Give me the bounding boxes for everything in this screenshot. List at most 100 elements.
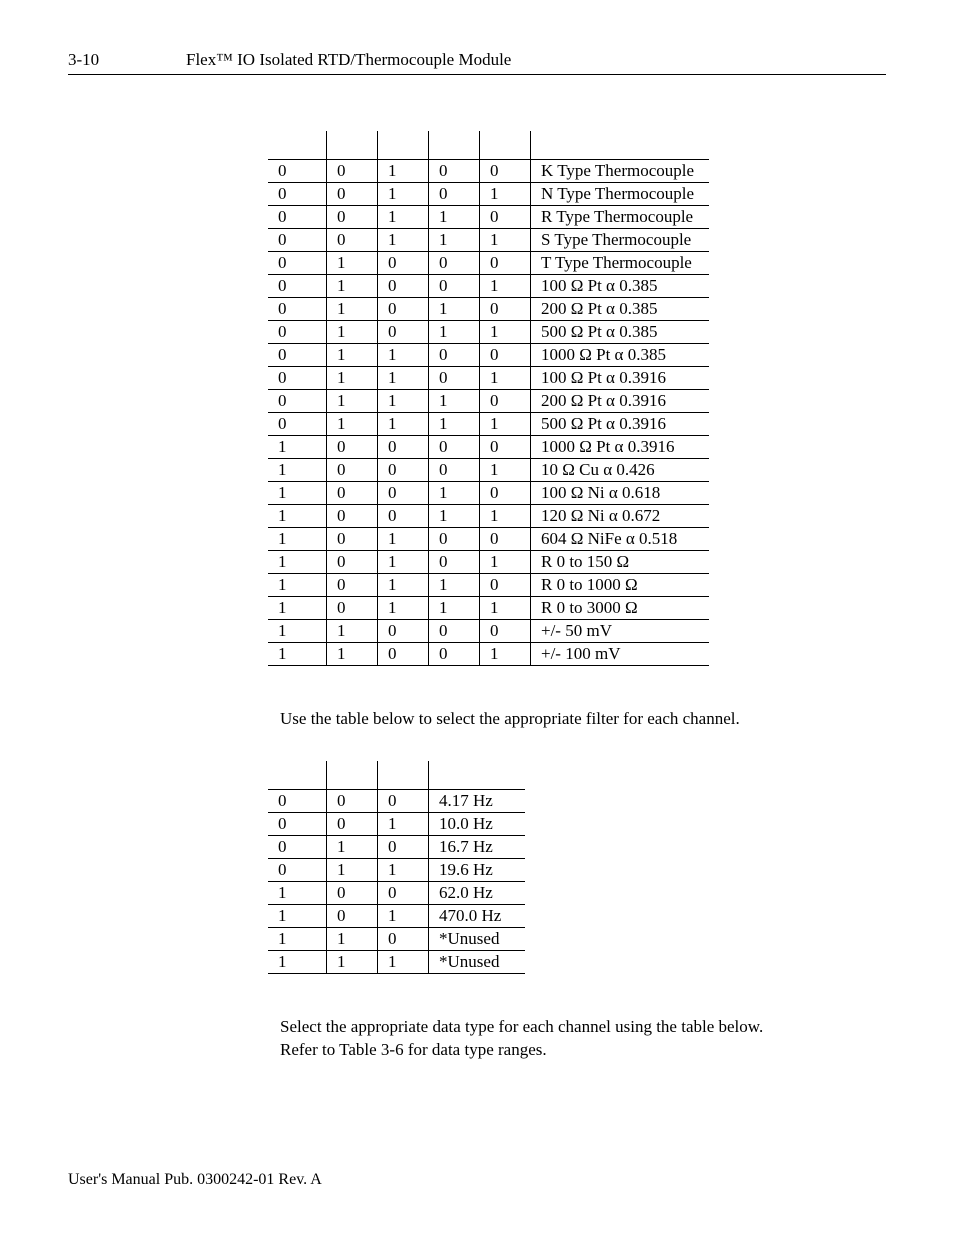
table-cell: 0 [378, 620, 429, 643]
table-cell: 1 [327, 413, 378, 436]
table-cell: 0 [429, 551, 480, 574]
filter-table-header-cell [327, 761, 378, 790]
table-row: 10011120 Ω Ni α 0.672 [268, 505, 709, 528]
table-cell: 1 [480, 183, 531, 206]
table-cell: 1 [378, 390, 429, 413]
table-cell: 1 [268, 643, 327, 666]
table-cell: 0 [429, 275, 480, 298]
table-row: 01010200 Ω Pt α 0.385 [268, 298, 709, 321]
table-cell: R 0 to 150 Ω [531, 551, 710, 574]
table-cell: 0 [268, 789, 327, 812]
table-cell: 0 [268, 298, 327, 321]
table-cell: 0 [327, 528, 378, 551]
table-row: 10110R 0 to 1000 Ω [268, 574, 709, 597]
table-row: 00110R Type Thermocouple [268, 206, 709, 229]
table-cell: 0 [327, 183, 378, 206]
page: 3-10 Flex™ IO Isolated RTD/Thermocouple … [0, 0, 954, 1235]
table-cell: 1 [429, 321, 480, 344]
table-cell: 0 [378, 482, 429, 505]
table-cell: 1 [268, 620, 327, 643]
table-cell: *Unused [429, 950, 526, 973]
table-cell: 0 [327, 160, 378, 183]
table-cell: 0 [429, 436, 480, 459]
table-cell: 0 [327, 206, 378, 229]
table-cell: 1 [327, 275, 378, 298]
table-cell: S Type Thermocouple [531, 229, 710, 252]
table-cell: 1 [378, 551, 429, 574]
filter-table-header-cell [429, 761, 526, 790]
table-cell: 1 [268, 574, 327, 597]
table-row: 111*Unused [268, 950, 525, 973]
table-row: 00110.0 Hz [268, 812, 525, 835]
table-row: 10111R 0 to 3000 Ω [268, 597, 709, 620]
table-cell: 0 [378, 436, 429, 459]
table-cell: 1 [378, 367, 429, 390]
table-cell: +/- 50 mV [531, 620, 710, 643]
table-row: 01016.7 Hz [268, 835, 525, 858]
table-row: 101470.0 Hz [268, 904, 525, 927]
table-cell: 0 [378, 321, 429, 344]
table-cell: 1 [268, 927, 327, 950]
table-cell: 0 [327, 436, 378, 459]
table-cell: 0 [429, 459, 480, 482]
page-number: 3-10 [68, 50, 186, 70]
table-cell: 500 Ω Pt α 0.385 [531, 321, 710, 344]
table-cell: +/- 100 mV [531, 643, 710, 666]
sensor-type-table-header-cell [429, 131, 480, 160]
table-cell: 1 [480, 367, 531, 390]
table-cell: 0 [480, 344, 531, 367]
table-cell: 1 [480, 321, 531, 344]
table-cell: 1 [429, 597, 480, 620]
table-cell: 1 [378, 229, 429, 252]
filter-table-header-cell [378, 761, 429, 790]
table-cell: 0 [327, 881, 378, 904]
table-cell: 0 [480, 252, 531, 275]
table-row: 00100K Type Thermocouple [268, 160, 709, 183]
sensor-type-table-header-row [268, 131, 709, 160]
table-cell: 0 [480, 436, 531, 459]
table-row: 1000110 Ω Cu α 0.426 [268, 459, 709, 482]
table-row: 10100604 Ω NiFe α 0.518 [268, 528, 709, 551]
table-cell: *Unused [429, 927, 526, 950]
table-cell: 1 [480, 551, 531, 574]
table-cell: 500 Ω Pt α 0.3916 [531, 413, 710, 436]
page-title: Flex™ IO Isolated RTD/Thermocouple Modul… [186, 50, 511, 70]
table-cell: 1 [268, 459, 327, 482]
table-cell: 1 [327, 252, 378, 275]
table-cell: 0 [480, 160, 531, 183]
table-cell: 1 [327, 298, 378, 321]
table-cell: 200 Ω Pt α 0.385 [531, 298, 710, 321]
table-row: 00101N Type Thermocouple [268, 183, 709, 206]
sensor-type-table-header-cell [378, 131, 429, 160]
table-row: 01001100 Ω Pt α 0.385 [268, 275, 709, 298]
table-cell: 1 [378, 528, 429, 551]
table-cell: 0 [327, 459, 378, 482]
table-cell: 1 [378, 574, 429, 597]
table-cell: 0 [268, 275, 327, 298]
table-cell: 1000 Ω Pt α 0.3916 [531, 436, 710, 459]
table-row: 01000T Type Thermocouple [268, 252, 709, 275]
table-cell: 1 [429, 574, 480, 597]
table-cell: 10 Ω Cu α 0.426 [531, 459, 710, 482]
table-cell: 1 [480, 459, 531, 482]
table-cell: 1 [327, 927, 378, 950]
table-cell: 1 [327, 390, 378, 413]
table-cell: 1 [378, 904, 429, 927]
table-cell: 1 [378, 950, 429, 973]
table-row: 100001000 Ω Pt α 0.3916 [268, 436, 709, 459]
table-cell: 4.17 Hz [429, 789, 526, 812]
table-cell: R Type Thermocouple [531, 206, 710, 229]
table-cell: 0 [268, 390, 327, 413]
table-cell: 0 [268, 321, 327, 344]
table-cell: 1 [327, 344, 378, 367]
table-cell: 1 [378, 858, 429, 881]
table-cell: 1 [480, 275, 531, 298]
table-cell: 1 [268, 436, 327, 459]
table-cell: 1 [378, 183, 429, 206]
table-cell: 0 [268, 206, 327, 229]
table-cell: 0 [268, 183, 327, 206]
table-row: 0004.17 Hz [268, 789, 525, 812]
table-cell: 0 [327, 551, 378, 574]
table-cell: 0 [327, 505, 378, 528]
table-row: 01101100 Ω Pt α 0.3916 [268, 367, 709, 390]
